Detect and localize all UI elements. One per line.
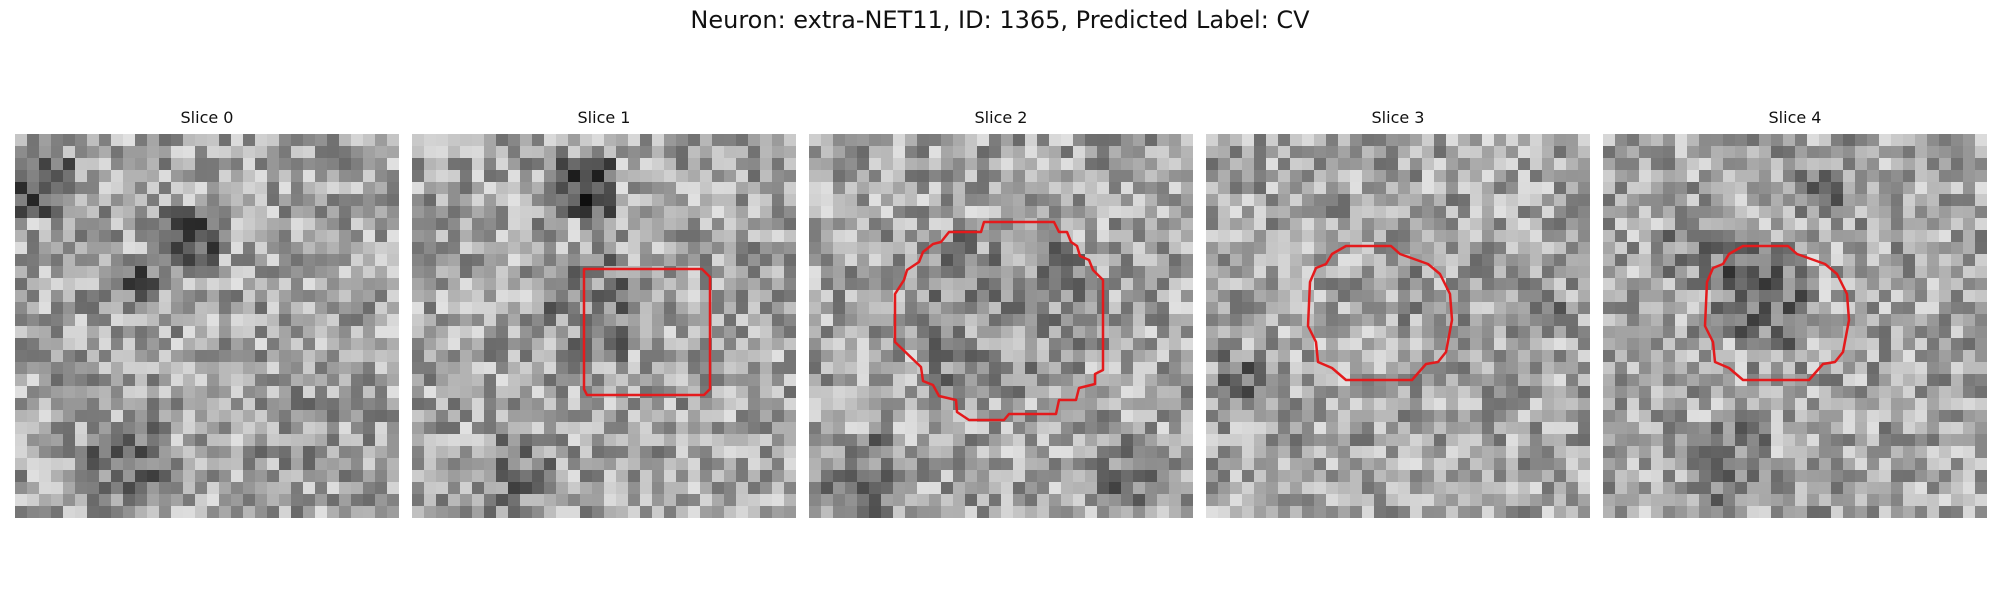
grayscale-patch (412, 134, 796, 518)
slice-title: Slice 2 (974, 108, 1028, 127)
slice-title: Slice 0 (180, 108, 234, 127)
grayscale-patch (15, 134, 399, 518)
slice-panel-4: Slice 4 (1603, 108, 1987, 518)
slice-image (15, 134, 399, 518)
figure-title: Neuron: extra-NET11, ID: 1365, Predicted… (690, 6, 1310, 34)
slice-image (809, 134, 1193, 518)
grayscale-patch (1603, 134, 1987, 518)
grayscale-patch (809, 134, 1193, 518)
contour-overlay (1306, 244, 1454, 382)
segmentation-contour (893, 220, 1105, 422)
slice-panel-1: Slice 1 (412, 108, 796, 518)
grayscale-patch (1206, 134, 1590, 518)
segmentation-contour (582, 267, 712, 397)
slice-panel-2: Slice 2 (809, 108, 1193, 518)
segmentation-contour (1306, 244, 1454, 382)
slice-image (412, 134, 796, 518)
slice-image (1603, 134, 1987, 518)
slice-panel-0: Slice 0 (15, 108, 399, 518)
slice-panel-3: Slice 3 (1206, 108, 1590, 518)
slice-image (1206, 134, 1590, 518)
slice-title: Slice 3 (1371, 108, 1425, 127)
contour-overlay (1703, 244, 1851, 382)
contour-overlay (582, 267, 712, 397)
slice-title: Slice 1 (577, 108, 631, 127)
segmentation-contour (1703, 244, 1851, 382)
contour-overlay (893, 220, 1105, 422)
slice-title: Slice 4 (1768, 108, 1822, 127)
